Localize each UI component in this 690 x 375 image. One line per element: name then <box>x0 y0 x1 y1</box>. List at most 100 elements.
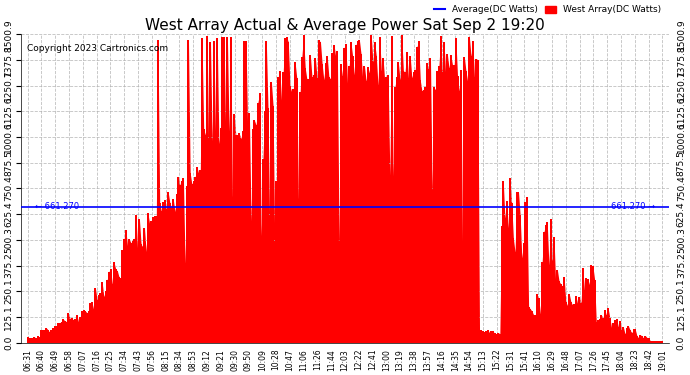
Bar <box>219 128 221 343</box>
Bar <box>433 87 435 343</box>
Bar <box>274 245 276 343</box>
Bar <box>550 219 551 343</box>
Bar <box>641 336 643 343</box>
Bar <box>380 71 382 343</box>
Bar <box>154 216 156 343</box>
Bar <box>565 302 567 343</box>
Bar <box>487 330 489 343</box>
Bar <box>164 200 166 343</box>
Bar <box>215 133 217 343</box>
Bar <box>377 86 379 343</box>
Bar <box>113 262 115 343</box>
Bar <box>458 91 460 343</box>
Bar <box>494 333 496 343</box>
Bar <box>177 177 179 343</box>
Bar <box>259 93 261 343</box>
Bar <box>484 332 486 343</box>
Bar <box>216 38 218 343</box>
Bar <box>253 120 255 343</box>
Bar <box>655 342 657 343</box>
Bar <box>333 45 335 343</box>
Bar <box>556 270 558 343</box>
Bar <box>371 35 372 343</box>
Bar <box>544 225 546 343</box>
Bar <box>130 243 132 343</box>
Legend: Average(DC Watts), West Array(DC Watts): Average(DC Watts), West Array(DC Watts) <box>430 2 664 18</box>
Bar <box>46 328 48 343</box>
Bar <box>639 335 641 343</box>
Bar <box>240 139 242 343</box>
Bar <box>560 284 562 343</box>
Bar <box>435 90 437 343</box>
Bar <box>658 341 660 343</box>
Bar <box>615 319 618 343</box>
Bar <box>646 338 648 343</box>
Bar <box>568 294 570 343</box>
Bar <box>440 36 442 343</box>
Bar <box>589 285 591 343</box>
Bar <box>529 309 531 343</box>
Bar <box>204 135 206 343</box>
Bar <box>84 311 86 343</box>
Bar <box>186 186 188 343</box>
Bar <box>457 76 459 343</box>
Bar <box>423 90 425 343</box>
Bar <box>577 304 579 343</box>
Bar <box>629 330 631 343</box>
Bar <box>513 238 514 343</box>
Text: Copyright 2023 Cartronics.com: Copyright 2023 Cartronics.com <box>28 44 168 52</box>
Bar <box>446 54 448 343</box>
Bar <box>607 308 609 343</box>
Bar <box>477 60 479 343</box>
Bar <box>281 101 282 343</box>
Bar <box>636 336 638 343</box>
Bar <box>509 178 511 343</box>
Bar <box>268 225 270 343</box>
Bar <box>543 232 545 343</box>
Text: ← 661.270: ← 661.270 <box>34 202 79 211</box>
Bar <box>624 334 626 343</box>
Bar <box>83 310 85 343</box>
Bar <box>328 77 330 343</box>
Bar <box>507 228 509 343</box>
Bar <box>519 215 521 343</box>
Bar <box>159 203 161 343</box>
Bar <box>28 338 30 343</box>
Bar <box>126 246 128 343</box>
Bar <box>642 338 644 343</box>
Bar <box>167 192 169 343</box>
Bar <box>489 333 491 343</box>
Bar <box>264 111 266 343</box>
Bar <box>404 72 406 343</box>
Bar <box>50 330 52 343</box>
Bar <box>197 173 199 343</box>
Bar <box>499 334 501 343</box>
Bar <box>221 38 224 343</box>
Bar <box>612 323 614 343</box>
Bar <box>358 40 360 343</box>
Bar <box>170 208 172 343</box>
Bar <box>338 242 340 343</box>
Bar <box>313 75 315 343</box>
Bar <box>466 82 469 343</box>
Bar <box>260 236 262 343</box>
Bar <box>604 310 606 343</box>
Bar <box>586 279 589 343</box>
Bar <box>633 330 635 343</box>
Bar <box>76 315 78 343</box>
Bar <box>653 340 655 343</box>
Bar <box>42 330 44 343</box>
Bar <box>386 77 388 343</box>
Bar <box>277 77 279 343</box>
Bar <box>571 305 573 343</box>
Bar <box>135 215 137 343</box>
Bar <box>181 181 183 343</box>
Bar <box>578 297 580 343</box>
Bar <box>597 320 599 343</box>
Bar <box>614 320 616 343</box>
Bar <box>318 40 319 343</box>
Bar <box>106 280 108 343</box>
Bar <box>605 315 607 343</box>
Bar <box>384 82 386 343</box>
Bar <box>286 37 288 343</box>
